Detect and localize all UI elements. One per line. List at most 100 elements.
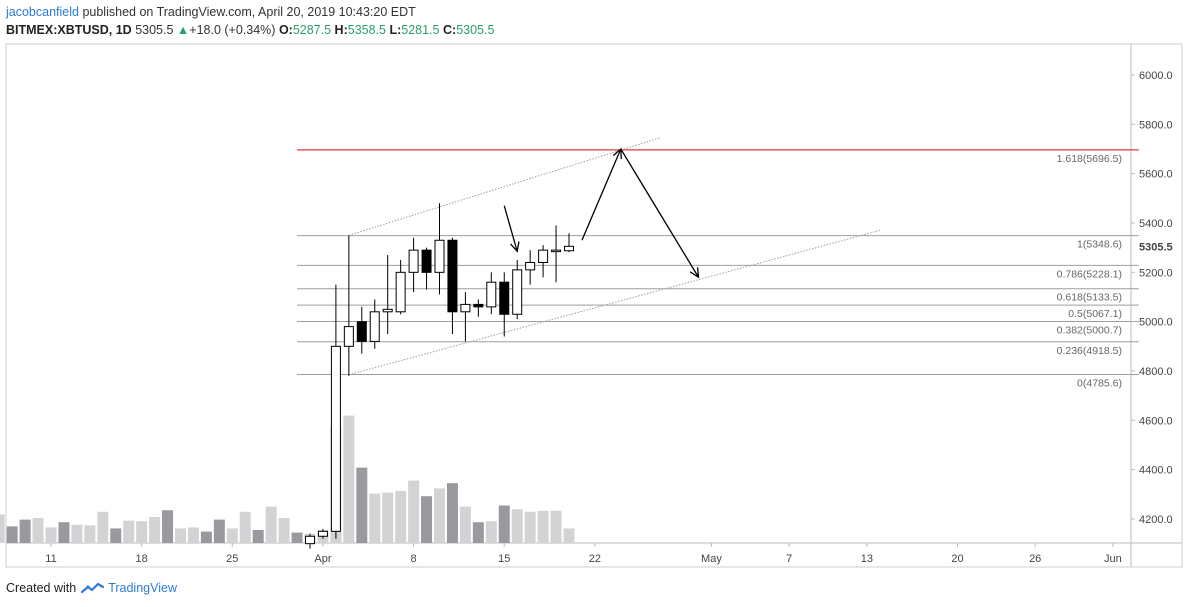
volume-bar <box>434 488 445 543</box>
fib-label: 0.5(5067.1) <box>1068 308 1122 320</box>
volume-bar <box>498 505 510 543</box>
volume-bar <box>175 528 186 543</box>
volume-bar <box>382 492 394 543</box>
candle-body <box>564 245 574 252</box>
volume-bar <box>226 528 238 543</box>
close-value: 5305.5 <box>456 23 495 37</box>
volume-bar <box>537 510 549 543</box>
close-label: C: <box>443 23 457 37</box>
time-tick-label: 20 <box>951 553 963 565</box>
fib-label: 0.382(5000.7) <box>1057 324 1122 336</box>
volume-bar <box>369 493 381 543</box>
candle-body <box>305 535 315 545</box>
price-tick-label: 4400.0 <box>1139 465 1173 477</box>
candle-body <box>343 326 354 347</box>
plot-frame <box>5 43 1183 568</box>
volume-bar <box>278 518 290 543</box>
fib-label: 0.618(5133.5) <box>1057 292 1122 304</box>
candle-body <box>408 249 419 273</box>
volume-bar <box>291 532 303 543</box>
volume-bar <box>71 524 83 543</box>
volume-bar <box>45 527 57 543</box>
last-price-label: 5305.5 <box>1139 241 1173 253</box>
candle-body <box>538 249 549 263</box>
candle-body <box>369 311 380 342</box>
candle-body <box>447 239 458 313</box>
time-tick-label: 18 <box>136 553 148 565</box>
fib-label: 1(5348.6) <box>1077 239 1122 251</box>
fib-label: 0.786(5228.1) <box>1057 268 1122 280</box>
volume-bar <box>395 491 407 543</box>
volume-bar <box>252 530 264 543</box>
price-tick-label: 5400.0 <box>1139 218 1173 230</box>
time-tick-label: May <box>701 553 722 565</box>
fibonacci-levels: 0(4785.6) 0.236(4918.5) 0.382(5000.7) 0.5(5… <box>297 149 1139 390</box>
candle-body <box>551 249 562 253</box>
volume-bar <box>123 520 135 543</box>
projection-arrows <box>503 147 700 279</box>
price-tick-label: 6000.0 <box>1139 70 1173 82</box>
volume-bar <box>550 510 562 543</box>
volume-bar <box>265 506 277 543</box>
candle-body <box>395 271 406 313</box>
volume-bar <box>421 496 433 543</box>
volume-bars <box>0 415 575 543</box>
up-triangle-icon: ▲ <box>176 23 190 37</box>
time-tick-label: 8 <box>411 553 417 565</box>
volume-bar <box>511 509 523 543</box>
tradingview-logo-icon <box>81 582 105 594</box>
volume-bar <box>32 518 44 543</box>
author-link[interactable]: jacobcanfield <box>6 5 79 19</box>
last-price: 5305.5 <box>135 23 174 37</box>
volume-bar <box>19 519 31 543</box>
time-tick-label: 22 <box>589 553 601 565</box>
low-label: L: <box>389 23 402 37</box>
volume-bar <box>446 483 458 543</box>
candle-body <box>356 321 367 342</box>
time-tick-label: 15 <box>498 553 510 565</box>
candle-body <box>525 261 536 271</box>
arrow-shaft <box>581 148 622 241</box>
volume-bar <box>356 467 368 543</box>
time-tick-label: 11 <box>45 553 56 565</box>
price-axis[interactable]: 4200.0 4400.0 4600.0 4800.0 5000.0 5200.0 5400… <box>1131 70 1173 526</box>
volume-bar <box>524 511 536 543</box>
volume-bar <box>58 522 70 543</box>
open-label: O: <box>278 23 293 37</box>
fib-label: 0.236(4918.5) <box>1057 345 1122 357</box>
open-value: 5287.5 <box>292 23 332 37</box>
volume-bar <box>136 521 148 543</box>
symbol-label: BITMEX:XBTUSD, 1D <box>6 23 132 37</box>
price-tick-label: 4200.0 <box>1139 514 1173 526</box>
volume-bar <box>187 527 199 543</box>
created-with-text: Created with <box>6 581 77 595</box>
volume-bar <box>149 517 161 543</box>
candle-body <box>434 239 445 273</box>
volume-bar <box>0 514 5 543</box>
low-value: 5281.5 <box>401 23 440 37</box>
candle-body <box>460 303 471 313</box>
volume-bar <box>343 415 355 543</box>
volume-bar <box>6 526 18 543</box>
volume-bar <box>84 525 96 543</box>
time-tick-label: Jun <box>1104 553 1122 565</box>
volume-bar <box>459 506 471 543</box>
volume-bar <box>563 528 575 543</box>
change-value: +18.0 (+0.34%) <box>189 23 276 37</box>
candles <box>305 203 574 549</box>
volume-bar <box>97 511 109 543</box>
time-tick-label: Apr <box>314 553 331 565</box>
volume-bar <box>213 519 225 543</box>
time-tick-label: 13 <box>861 553 873 565</box>
time-axis[interactable]: 11 18 25 Apr 8 15 22 May 7 13 20 26 Jun <box>45 543 1122 565</box>
arrow-head <box>510 241 520 253</box>
price-tick-label: 5000.0 <box>1139 317 1173 329</box>
price-tick-label: 5600.0 <box>1139 169 1173 181</box>
fib-label: 1.618(5696.5) <box>1057 153 1122 165</box>
volume-bar <box>485 521 497 543</box>
candle-body <box>499 281 510 315</box>
publish-line: jacobcanfield published on TradingView.c… <box>6 4 494 21</box>
price-tick-label: 4600.0 <box>1139 415 1173 427</box>
tradingview-link[interactable]: TradingView <box>108 581 177 595</box>
